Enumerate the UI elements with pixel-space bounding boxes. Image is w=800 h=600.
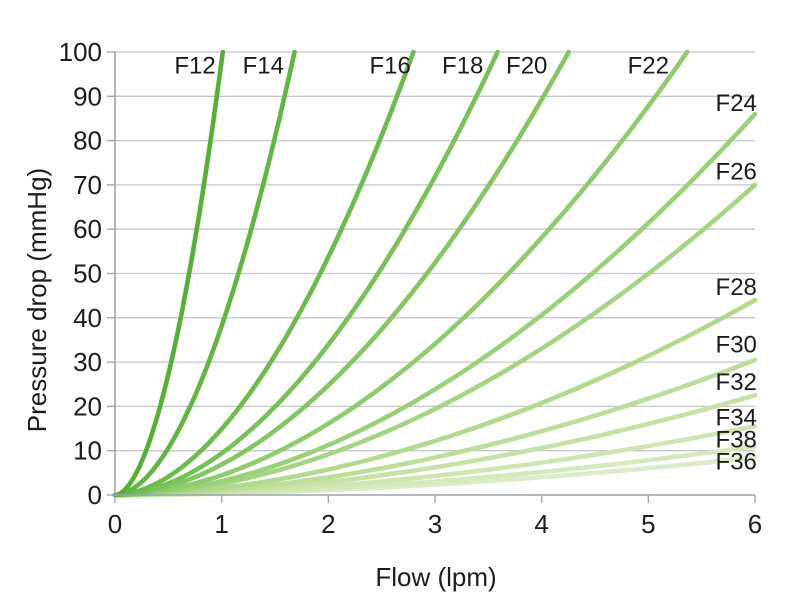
- curve-label-F36: F36: [716, 448, 757, 475]
- curve-label-F26: F26: [716, 159, 757, 186]
- curve-labels: F12 F14 F16 F18 F20 F22 F24 F26 F28 F30 F32 F34F38F…: [174, 52, 757, 475]
- y-tick-label: 40: [73, 303, 102, 333]
- curve-label-F18: F18: [442, 52, 483, 79]
- curve-F18: [112, 49, 500, 498]
- curve-F26: [112, 182, 758, 498]
- curve-F28: [112, 297, 758, 498]
- x-tick-label: 4: [534, 509, 548, 539]
- x-tick-label: 1: [214, 509, 228, 539]
- y-tick-label: 70: [73, 170, 102, 200]
- curve-label-F16: F16: [370, 52, 411, 79]
- axes: [107, 51, 756, 503]
- y-tick-label: 30: [73, 347, 102, 377]
- x-tick-label: 2: [321, 509, 335, 539]
- x-tick-label: 6: [748, 509, 762, 539]
- curve-label-F20: F20: [506, 52, 547, 79]
- curves: [112, 49, 758, 498]
- curve-F12: [112, 49, 226, 498]
- y-tick-label: 0: [88, 480, 102, 510]
- curve-label-F34: F34: [716, 404, 757, 431]
- curve-label-F28: F28: [716, 274, 757, 301]
- y-tick-label: 50: [73, 259, 102, 289]
- y-tick-label: 90: [73, 81, 102, 111]
- x-tick-label: 3: [428, 509, 442, 539]
- curve-label-F24: F24: [716, 90, 757, 117]
- y-axis-title: Pressure drop (mmHg): [22, 168, 52, 432]
- curve-F20: [112, 49, 571, 498]
- y-tick-label: 60: [73, 214, 102, 244]
- curve-F24: [112, 111, 758, 498]
- y-tick-label: 20: [73, 391, 102, 421]
- y-tick-label: 100: [59, 37, 102, 67]
- tick-labels: 0 10 20 30 40 50 60 70 80 90 100 0 1 2 3 4 5 6: [59, 37, 763, 539]
- y-tick-label: 80: [73, 126, 102, 156]
- x-tick-label: 0: [108, 509, 122, 539]
- curve-label-F14: F14: [243, 52, 284, 79]
- curve-label-F38: F38: [716, 427, 757, 454]
- x-tick-label: 5: [641, 509, 655, 539]
- curve-label-F22: F22: [628, 52, 669, 79]
- curve-F16: [112, 49, 416, 498]
- curve-label-F12: F12: [174, 52, 215, 79]
- y-tick-label: 10: [73, 436, 102, 466]
- curve-F22: [112, 49, 690, 498]
- curve-label-F30: F30: [716, 331, 757, 358]
- gridlines: [115, 51, 755, 452]
- x-axis-title: Flow (lpm): [375, 562, 496, 592]
- curve-label-F32: F32: [716, 369, 757, 396]
- curve-F14: [112, 49, 297, 498]
